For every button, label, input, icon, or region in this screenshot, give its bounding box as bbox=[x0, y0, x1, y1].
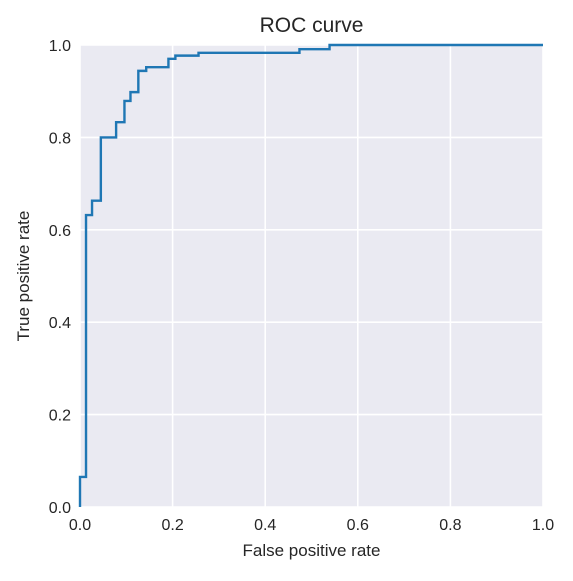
x-tick-label-5: 1.0 bbox=[532, 517, 554, 534]
grid-lines bbox=[79, 44, 544, 508]
y-tick-label-5: 1.0 bbox=[49, 38, 71, 55]
x-tick-label-3: 0.6 bbox=[347, 517, 369, 534]
y-tick-label-1: 0.2 bbox=[49, 408, 71, 425]
x-tick-label-2: 0.4 bbox=[254, 517, 276, 534]
y-tick-label-2: 0.4 bbox=[49, 315, 71, 332]
x-axis-label: False positive rate bbox=[243, 541, 381, 560]
y-tick-label-4: 0.8 bbox=[49, 130, 71, 147]
chart-title: ROC curve bbox=[260, 14, 364, 37]
tick-labels: 0.0 0.2 0.4 0.6 0.8 1.0 0.0 0.2 0.4 0.6 0.8 1.0 bbox=[49, 38, 554, 534]
y-axis-label: True positive rate bbox=[14, 211, 33, 342]
plot-area-background bbox=[80, 45, 543, 507]
x-tick-label-1: 0.2 bbox=[161, 517, 183, 534]
x-tick-label-4: 0.8 bbox=[439, 517, 461, 534]
series-layer bbox=[78, 43, 543, 507]
y-tick-label-3: 0.6 bbox=[49, 223, 71, 240]
roc-curve-line bbox=[78, 43, 543, 507]
y-tick-label-0: 0.0 bbox=[49, 500, 71, 517]
x-tick-label-0: 0.0 bbox=[69, 517, 91, 534]
